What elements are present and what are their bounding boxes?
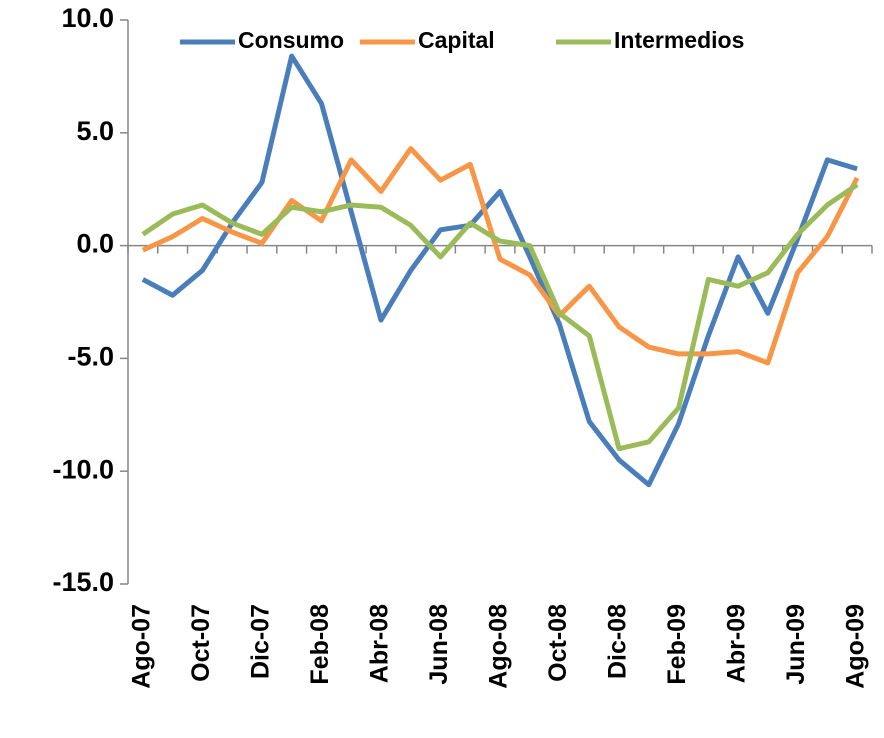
y-tick-label: 10.0 xyxy=(61,3,114,33)
x-tick-label: Abr-09 xyxy=(723,604,751,683)
x-tick-label: Dic-07 xyxy=(247,604,275,679)
y-tick-label: 5.0 xyxy=(76,116,114,146)
x-tick-label: Abr-08 xyxy=(366,604,394,683)
y-tick-label: -5.0 xyxy=(67,342,114,372)
series-line xyxy=(141,146,860,366)
series-line xyxy=(141,53,858,488)
x-tick-label: Ago-09 xyxy=(842,604,870,689)
x-tick-label: Feb-09 xyxy=(663,604,691,685)
legend-label: Capital xyxy=(418,27,495,53)
y-tick-label: 0.0 xyxy=(76,229,114,259)
x-tick-label: Jun-09 xyxy=(782,604,810,685)
x-tick-label: Oct-08 xyxy=(544,604,572,682)
legend-label: Consumo xyxy=(238,27,344,53)
y-tick-label: -15.0 xyxy=(52,567,114,597)
x-tick-label: Ago-08 xyxy=(485,604,513,689)
series-line xyxy=(141,182,859,452)
x-tick-label: Jun-08 xyxy=(425,604,453,685)
x-tick-label: Ago-07 xyxy=(127,604,155,689)
x-tick-label: Feb-08 xyxy=(306,604,334,685)
legend-label: Intermedios xyxy=(614,27,744,53)
x-tick-label: Dic-08 xyxy=(604,604,632,679)
x-tick-label: Oct-07 xyxy=(187,604,215,682)
y-tick-label: -10.0 xyxy=(52,454,114,484)
